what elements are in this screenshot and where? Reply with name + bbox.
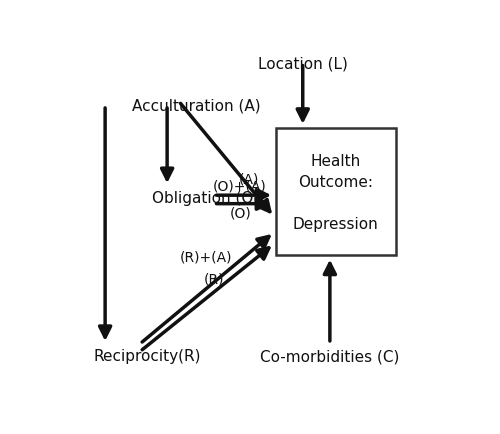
Text: Health
Outcome:

Depression: Health Outcome: Depression [292,154,378,232]
Text: (R): (R) [204,272,224,286]
Bar [276,129,396,256]
Text: (R)+(A): (R)+(A) [180,250,232,264]
Text: Co-morbidities (C): Co-morbidities (C) [260,348,400,363]
Text: Obligation (O): Obligation (O) [152,191,259,206]
Text: (O): (O) [230,207,252,220]
Text: (O)+(A): (O)+(A) [212,180,266,194]
Text: Acculturation (A): Acculturation (A) [132,98,261,113]
Text: Reciprocity(R): Reciprocity(R) [94,348,201,363]
Text: Location (L): Location (L) [258,56,348,71]
Text: (A): (A) [238,172,258,186]
